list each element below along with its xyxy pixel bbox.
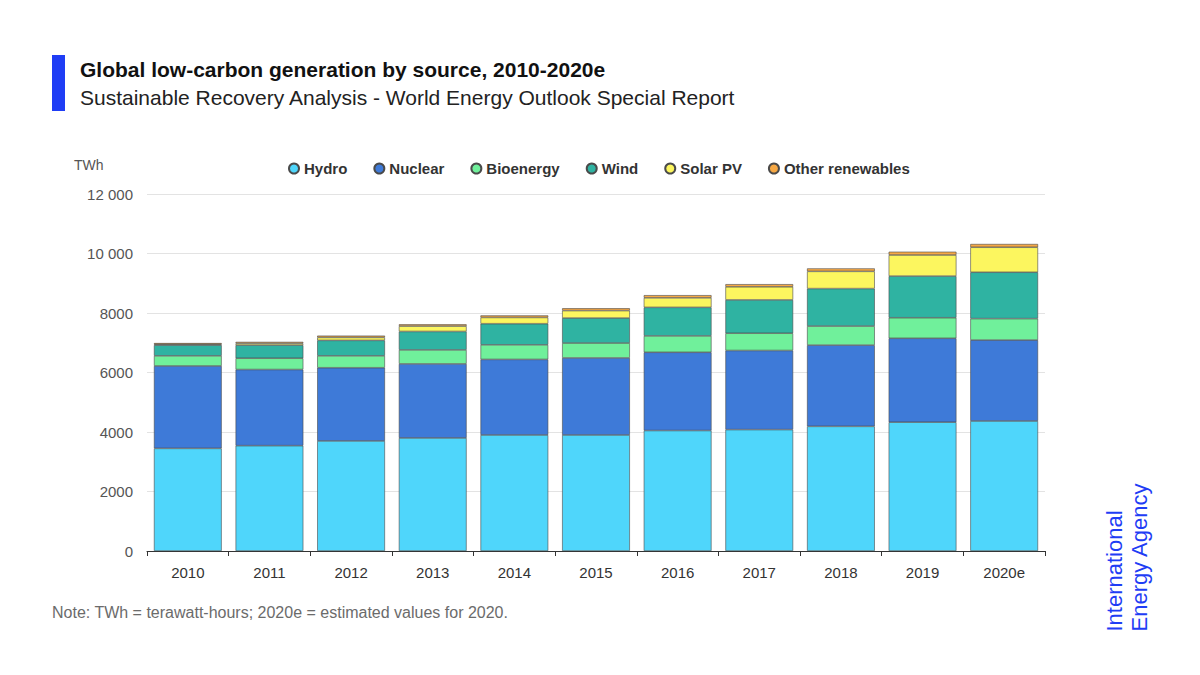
svg-text:2012: 2012 [334, 564, 367, 581]
svg-text:Solar PV: Solar PV [680, 160, 742, 177]
svg-text:2014: 2014 [498, 564, 531, 581]
svg-text:2000: 2000 [100, 483, 133, 500]
svg-text:TWh: TWh [74, 157, 104, 173]
html-text:Global low-carbon generation b: Global low-carbon generation by source, … [80, 58, 606, 81]
svg-text:2019: 2019 [906, 564, 939, 581]
svg-text:4000: 4000 [100, 424, 133, 441]
html-text:Sustainable Recovery Analysis: Sustainable Recovery Analysis - World En… [80, 86, 735, 109]
svg-text:Wind: Wind [602, 160, 639, 177]
svg-text:2015: 2015 [579, 564, 612, 581]
svg-text:2013: 2013 [416, 564, 449, 581]
svg-text:2011: 2011 [253, 564, 285, 581]
html-text:Note: TWh = terawatt-hours; 20: Note: TWh = terawatt-hours; 2020e = esti… [52, 604, 508, 621]
svg-text:2017: 2017 [743, 564, 776, 581]
svg-text:Bioenergy: Bioenergy [486, 160, 560, 177]
html-text:International Energy Agency: International Energy Agency [1101, 483, 1152, 632]
svg-text:Hydro: Hydro [304, 160, 347, 177]
svg-text:Nuclear: Nuclear [389, 160, 444, 177]
svg-text:2016: 2016 [661, 564, 694, 581]
svg-text:2010: 2010 [171, 564, 204, 581]
svg-text:2020e: 2020e [983, 564, 1025, 581]
svg-text:8000: 8000 [100, 305, 133, 322]
svg-text:10 000: 10 000 [87, 245, 133, 262]
svg-text:12 000: 12 000 [87, 186, 133, 203]
svg-text:0: 0 [125, 543, 133, 560]
svg-text:Other renewables: Other renewables [784, 160, 910, 177]
svg-text:6000: 6000 [100, 364, 133, 381]
svg-text:2018: 2018 [824, 564, 857, 581]
